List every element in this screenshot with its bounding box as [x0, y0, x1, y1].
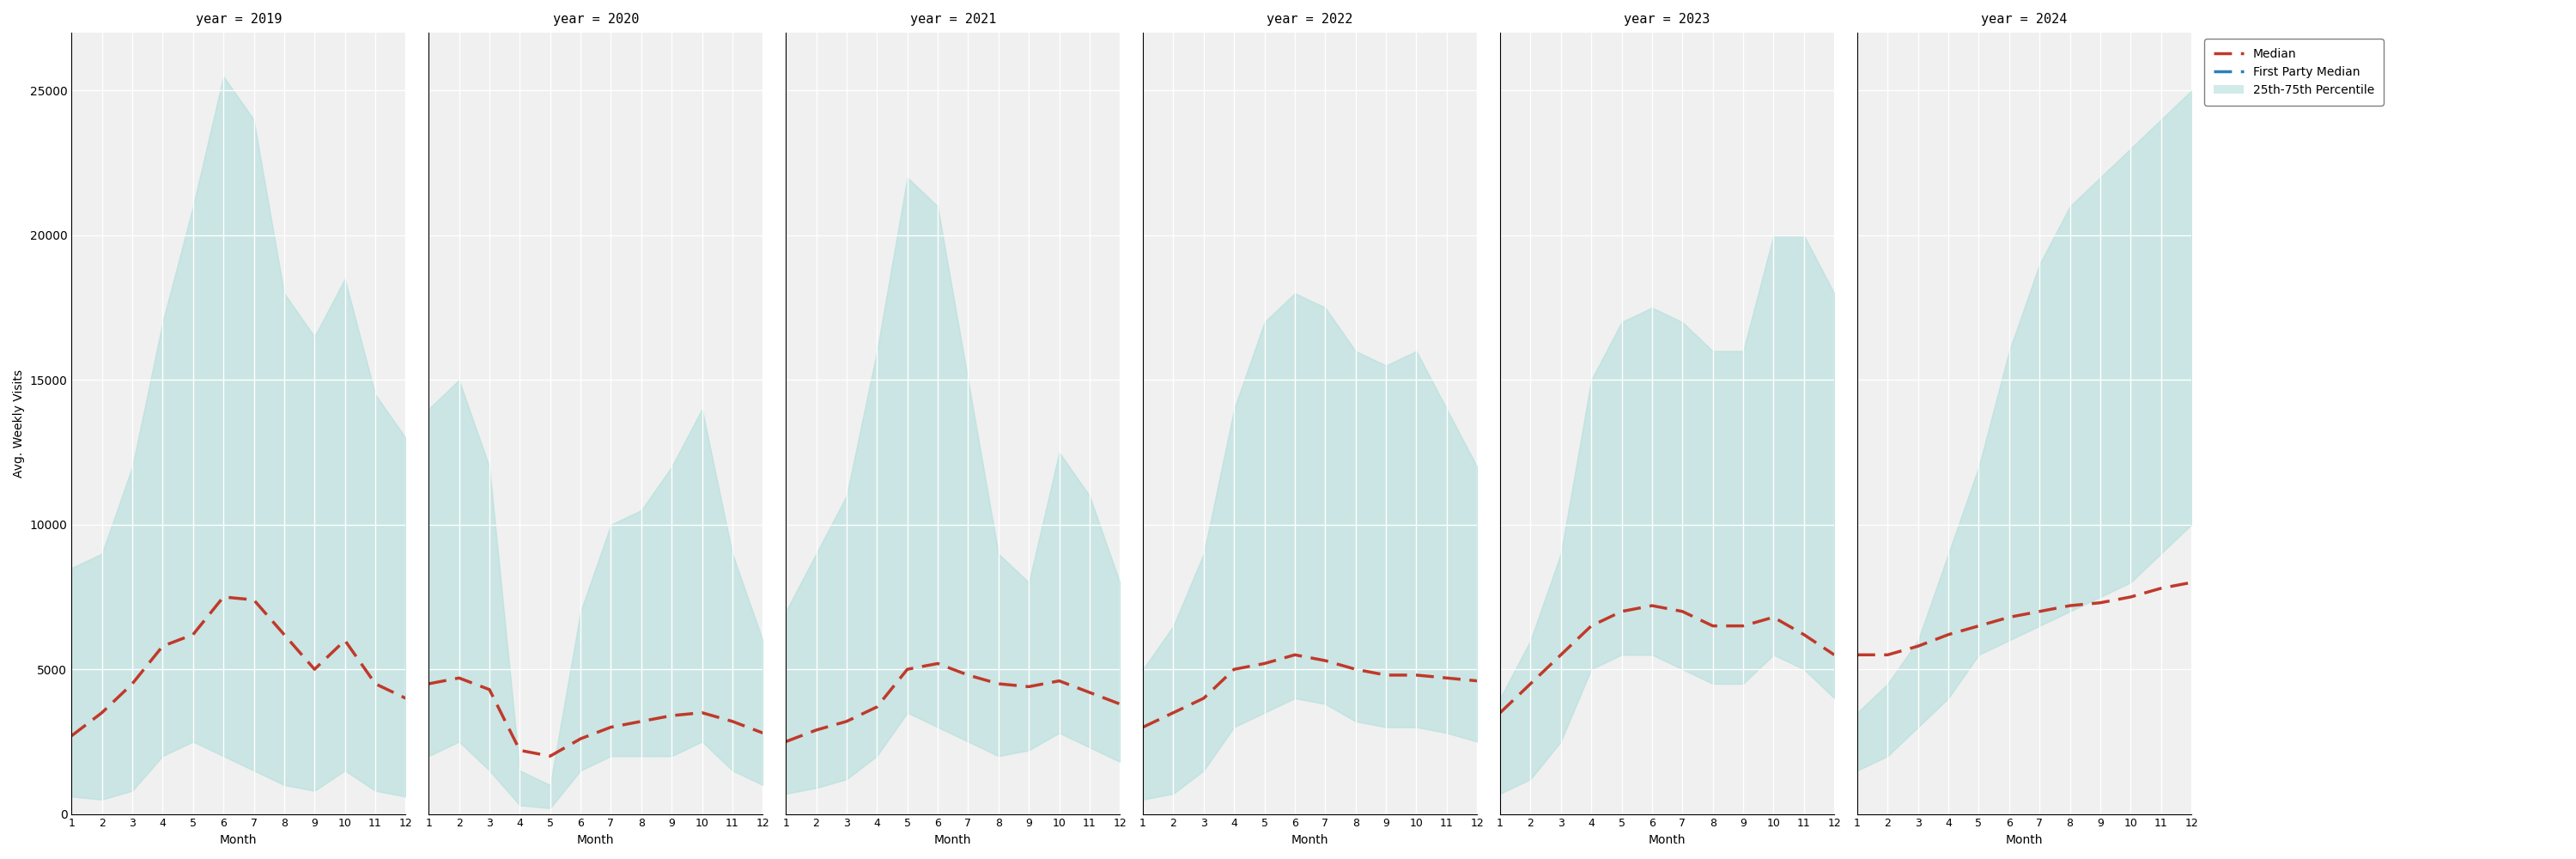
Median	[1873, 649, 1904, 660]
Median	[116, 679, 147, 689]
Median	[1043, 676, 1074, 686]
Median	[2146, 583, 2177, 594]
Median	[178, 630, 209, 640]
Median	[443, 673, 474, 683]
Median	[1577, 621, 1607, 631]
Line: Median: Median	[786, 663, 1121, 741]
Median	[1788, 630, 1819, 640]
Median	[984, 679, 1015, 689]
Median	[147, 641, 178, 651]
Median	[953, 670, 984, 680]
Median	[2025, 606, 2056, 617]
Median	[209, 592, 240, 602]
Median	[1188, 693, 1218, 704]
Y-axis label: Avg. Weekly Visits: Avg. Weekly Visits	[13, 369, 26, 478]
Median	[1667, 606, 1698, 617]
Legend: Median, First Party Median, 25th-75th Percentile: Median, First Party Median, 25th-75th Pe…	[2205, 39, 2383, 106]
Median	[860, 702, 891, 712]
Median	[1309, 655, 1340, 666]
Median	[2177, 577, 2208, 588]
Median	[1728, 621, 1759, 631]
X-axis label: Month: Month	[935, 834, 971, 846]
Median	[2084, 598, 2115, 608]
Median	[474, 685, 505, 695]
Median	[1757, 612, 1788, 623]
Median	[922, 658, 953, 668]
Median	[1461, 676, 1492, 686]
Median	[505, 745, 536, 755]
Median	[688, 708, 719, 718]
Median	[88, 708, 118, 718]
Median	[2115, 592, 2146, 602]
Title: year = 2019: year = 2019	[196, 13, 281, 26]
Median	[536, 751, 567, 761]
Median	[770, 736, 801, 746]
X-axis label: Month: Month	[2007, 834, 2043, 846]
Median	[57, 731, 88, 741]
Median	[1484, 708, 1515, 718]
X-axis label: Month: Month	[219, 834, 258, 846]
Median	[1105, 699, 1136, 710]
Median	[1249, 658, 1280, 668]
Median	[595, 722, 626, 733]
Median	[1636, 600, 1667, 611]
Median	[1932, 630, 1963, 640]
X-axis label: Month: Month	[1291, 834, 1329, 846]
Median	[1842, 649, 1873, 660]
Median	[1128, 722, 1159, 733]
Median	[268, 630, 299, 640]
Median	[657, 710, 688, 721]
Median	[1074, 687, 1105, 698]
Median	[564, 734, 595, 744]
Median	[1340, 664, 1370, 674]
Median	[1607, 606, 1638, 617]
Median	[240, 594, 270, 605]
Median	[2056, 600, 2087, 611]
Median	[1904, 641, 1935, 651]
Median	[1280, 649, 1311, 660]
Title: year = 2024: year = 2024	[1981, 13, 2069, 26]
Median	[1963, 621, 1994, 631]
Median	[1515, 679, 1546, 689]
Median	[361, 679, 392, 689]
Median	[1546, 649, 1577, 660]
Title: year = 2020: year = 2020	[554, 13, 639, 26]
Line: Median: Median	[428, 678, 762, 756]
X-axis label: Month: Month	[577, 834, 616, 846]
Median	[1012, 681, 1043, 691]
Median	[1370, 670, 1401, 680]
Median	[1819, 649, 1850, 660]
Line: Median: Median	[1144, 655, 1476, 728]
Median	[747, 728, 778, 738]
X-axis label: Month: Month	[1649, 834, 1685, 846]
Median	[801, 725, 832, 735]
Median	[1432, 673, 1463, 683]
Title: year = 2023: year = 2023	[1623, 13, 1710, 26]
Median	[330, 635, 361, 645]
Median	[891, 664, 922, 674]
Line: Median: Median	[1499, 606, 1834, 713]
Median	[716, 716, 747, 727]
Line: Median: Median	[1857, 582, 2192, 655]
Median	[626, 716, 657, 727]
Median	[1218, 664, 1249, 674]
Median	[1157, 708, 1188, 718]
Line: Median: Median	[72, 597, 404, 736]
Median	[832, 716, 863, 727]
Title: year = 2021: year = 2021	[909, 13, 997, 26]
Median	[1994, 612, 2025, 623]
Median	[412, 679, 443, 689]
Median	[1401, 670, 1432, 680]
Median	[299, 664, 330, 674]
Median	[1698, 621, 1728, 631]
Median	[389, 693, 420, 704]
Title: year = 2022: year = 2022	[1267, 13, 1352, 26]
